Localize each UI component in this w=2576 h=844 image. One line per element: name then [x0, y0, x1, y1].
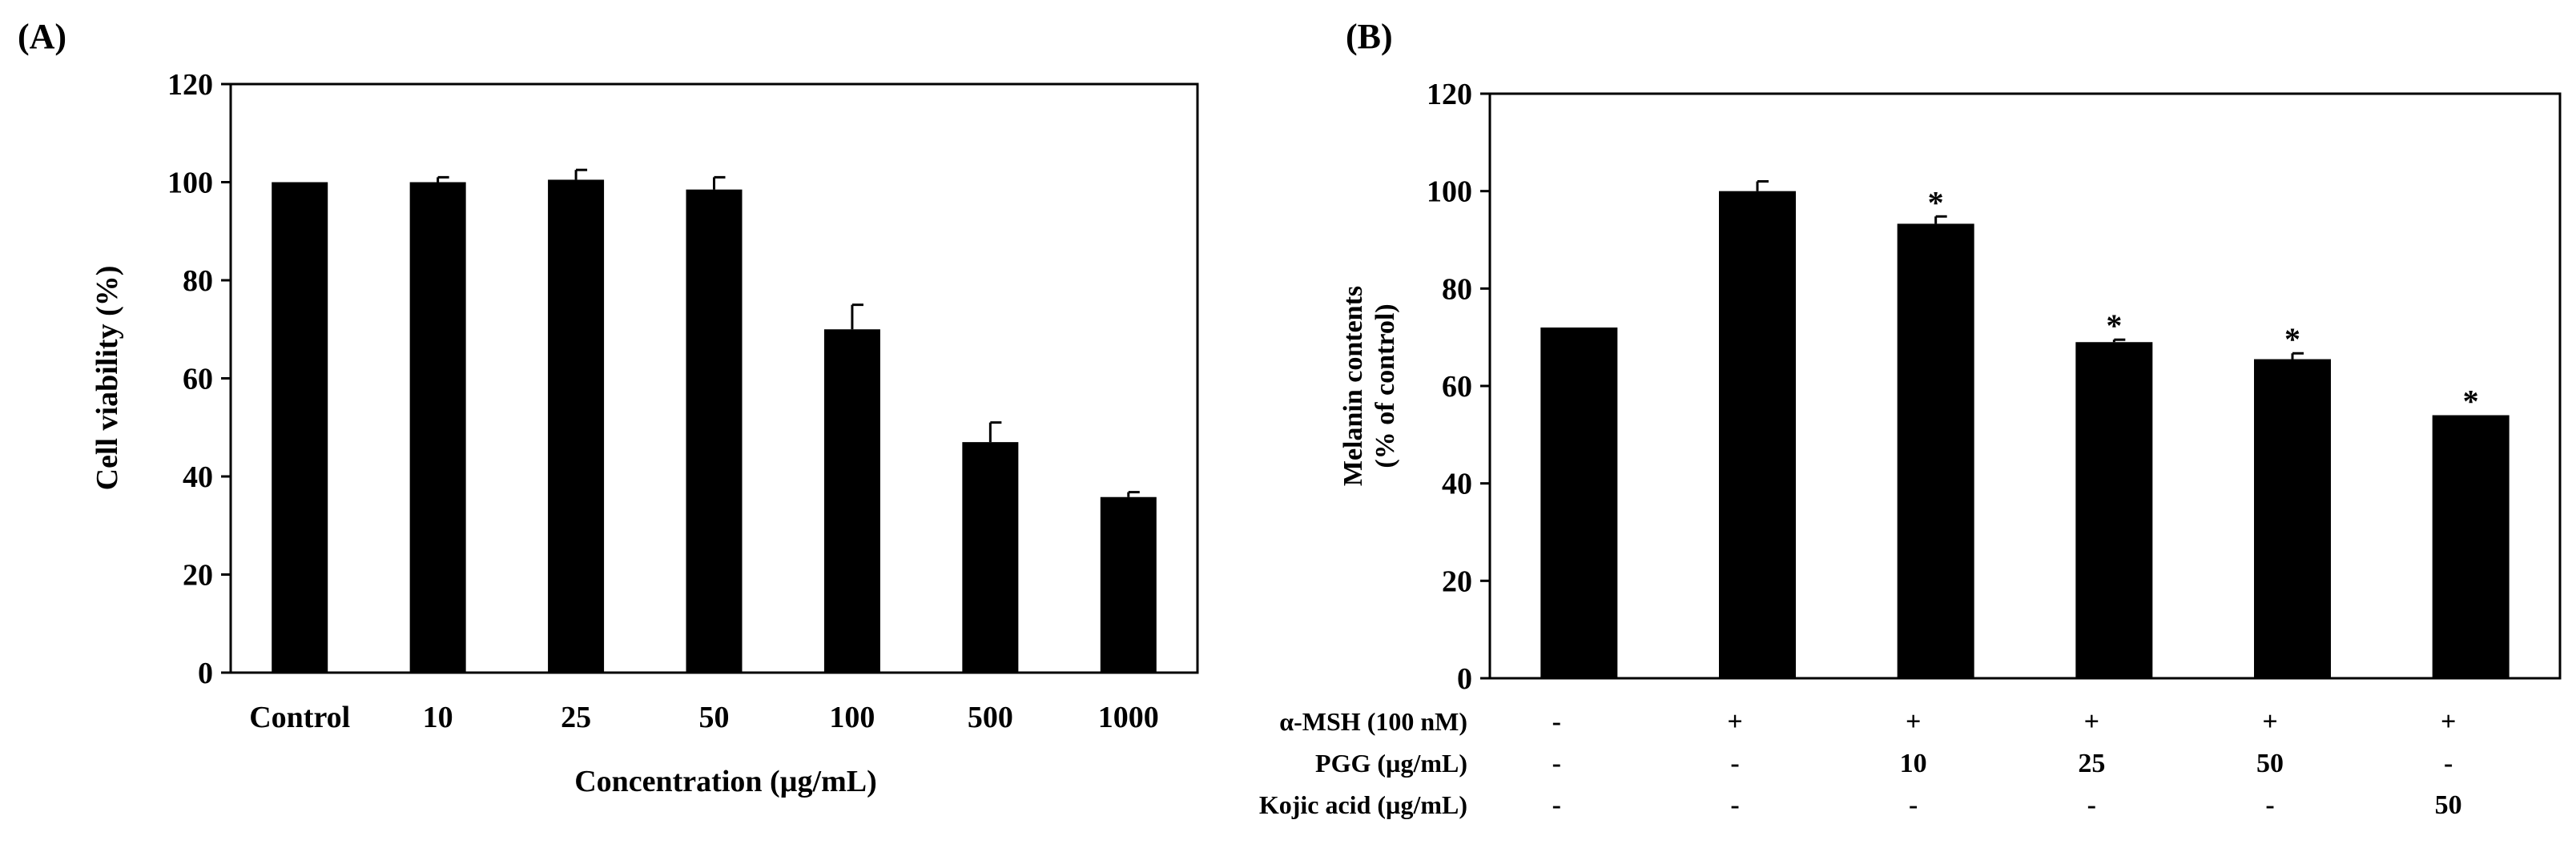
- b-bar: [1897, 223, 1974, 678]
- b-bar: [1540, 328, 1618, 678]
- panel-a-label: (A): [18, 17, 66, 56]
- b-treatment-cell: 50: [2256, 749, 2284, 778]
- a-x-tick-label: 25: [561, 701, 591, 734]
- b-treatment-row-label: α-MSH (100 nM): [1279, 707, 1467, 736]
- b-treatment-cell: +: [2441, 707, 2456, 737]
- b-treatment-cell: +: [2084, 707, 2099, 737]
- b-y-tick-label: 0: [1457, 662, 1472, 696]
- b-treatment-cell: +: [2262, 707, 2277, 737]
- a-y-tick-label: 120: [167, 68, 213, 102]
- a-bar: [548, 179, 605, 673]
- panel-b-plot-frame: [1488, 92, 2562, 680]
- a-y-tick-label: 100: [167, 167, 213, 200]
- b-treatment-cell: 50: [2435, 790, 2462, 820]
- a-bar: [962, 442, 1019, 673]
- a-x-tick-label: 10: [423, 701, 453, 734]
- a-x-tick-label: 50: [699, 701, 730, 734]
- a-y-tick-label: 40: [183, 460, 213, 494]
- a-x-tick-label: Control: [249, 701, 350, 734]
- panel-b-y-axis-title-line2: (% of control): [1371, 303, 1400, 468]
- panel-b-label: (B): [1346, 17, 1393, 56]
- a-y-tick-label: 80: [183, 264, 213, 298]
- b-treatment-cell: +: [1906, 707, 1921, 737]
- b-treatment-cell: -: [1730, 749, 1739, 778]
- b-bar: [2075, 342, 2153, 678]
- b-treatment-row-label: PGG (µg/mL): [1315, 749, 1467, 778]
- b-treatment-cell: 25: [2078, 749, 2105, 778]
- a-bar: [686, 189, 743, 673]
- a-y-tick-label: 60: [183, 363, 213, 396]
- b-treatment-cell: -: [1552, 790, 1561, 820]
- b-treatment-cell: -: [2265, 790, 2274, 820]
- b-y-tick-label: 20: [1442, 565, 1472, 598]
- a-bar: [823, 329, 880, 673]
- b-treatment-cell: -: [1730, 790, 1739, 820]
- b-y-tick-label: 80: [1442, 272, 1472, 306]
- b-y-tick-label: 120: [1427, 78, 1472, 111]
- b-treatment-cell: +: [1727, 707, 1742, 737]
- b-treatment-cell: -: [1552, 749, 1561, 778]
- b-treatment-cell: 10: [1900, 749, 1927, 778]
- b-bar: [2254, 359, 2331, 678]
- a-x-tick-label: 1000: [1098, 701, 1159, 734]
- b-y-tick-label: 40: [1442, 468, 1472, 501]
- a-bar: [409, 182, 466, 673]
- a-x-tick-label: 500: [968, 701, 1013, 734]
- b-significance-marker: *: [1928, 184, 1944, 220]
- panel-b-y-axis-title-line1: Melanin contents: [1338, 286, 1368, 486]
- a-y-tick-label: 0: [198, 657, 213, 690]
- b-significance-marker: *: [2106, 307, 2122, 344]
- a-bar: [1100, 496, 1157, 673]
- a-y-tick-label: 20: [183, 559, 213, 593]
- b-treatment-cell: -: [2087, 790, 2096, 820]
- b-treatment-row-label: Kojic acid (µg/mL): [1259, 790, 1467, 819]
- panel-a-y-axis-title: Cell viability (%): [91, 266, 124, 491]
- b-y-tick-label: 60: [1442, 370, 1472, 404]
- a-bar: [272, 182, 328, 673]
- b-bar: [2432, 415, 2510, 678]
- b-y-tick-label: 100: [1427, 175, 1472, 209]
- b-significance-marker: *: [2463, 384, 2479, 420]
- b-treatment-cell: -: [1909, 790, 1918, 820]
- b-treatment-cell: -: [1552, 707, 1561, 737]
- b-significance-marker: *: [2284, 321, 2300, 357]
- panel-b-chart: (B) 0 20 40 60 80 100 120 * * * * Melanin content…: [1259, 17, 2562, 820]
- a-x-tick-label: 100: [829, 701, 875, 734]
- panel-a-chart: (A) 0 20 40 60 80 100 120 Control 10 25 50 100 500 1…: [18, 17, 1199, 798]
- b-treatment-cell: -: [2444, 749, 2453, 778]
- b-bar: [1719, 191, 1796, 678]
- panel-a-x-axis-title: Concentration (µg/mL): [574, 765, 877, 798]
